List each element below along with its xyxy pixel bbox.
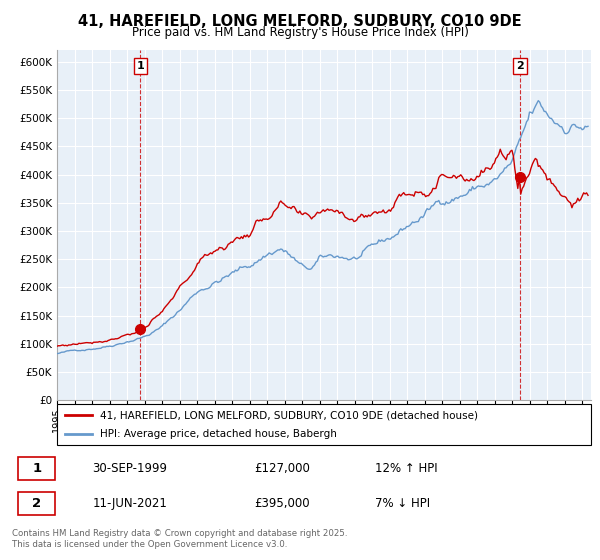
Text: £127,000: £127,000 — [254, 462, 310, 475]
Text: 12% ↑ HPI: 12% ↑ HPI — [375, 462, 437, 475]
Text: 1: 1 — [136, 61, 144, 71]
Text: £395,000: £395,000 — [254, 497, 310, 510]
FancyBboxPatch shape — [18, 492, 55, 515]
Text: 7% ↓ HPI: 7% ↓ HPI — [375, 497, 430, 510]
Text: 41, HAREFIELD, LONG MELFORD, SUDBURY, CO10 9DE (detached house): 41, HAREFIELD, LONG MELFORD, SUDBURY, CO… — [100, 410, 478, 421]
Text: 2: 2 — [32, 497, 41, 510]
Text: 11-JUN-2021: 11-JUN-2021 — [92, 497, 167, 510]
FancyBboxPatch shape — [18, 456, 55, 480]
Text: Contains HM Land Registry data © Crown copyright and database right 2025.
This d: Contains HM Land Registry data © Crown c… — [12, 529, 347, 549]
Text: 1: 1 — [32, 462, 41, 475]
Text: 41, HAREFIELD, LONG MELFORD, SUDBURY, CO10 9DE: 41, HAREFIELD, LONG MELFORD, SUDBURY, CO… — [78, 14, 522, 29]
Text: Price paid vs. HM Land Registry's House Price Index (HPI): Price paid vs. HM Land Registry's House … — [131, 26, 469, 39]
Text: 30-SEP-1999: 30-SEP-1999 — [92, 462, 167, 475]
Text: 2: 2 — [516, 61, 524, 71]
FancyBboxPatch shape — [57, 404, 591, 445]
Text: HPI: Average price, detached house, Babergh: HPI: Average price, detached house, Babe… — [100, 429, 337, 439]
